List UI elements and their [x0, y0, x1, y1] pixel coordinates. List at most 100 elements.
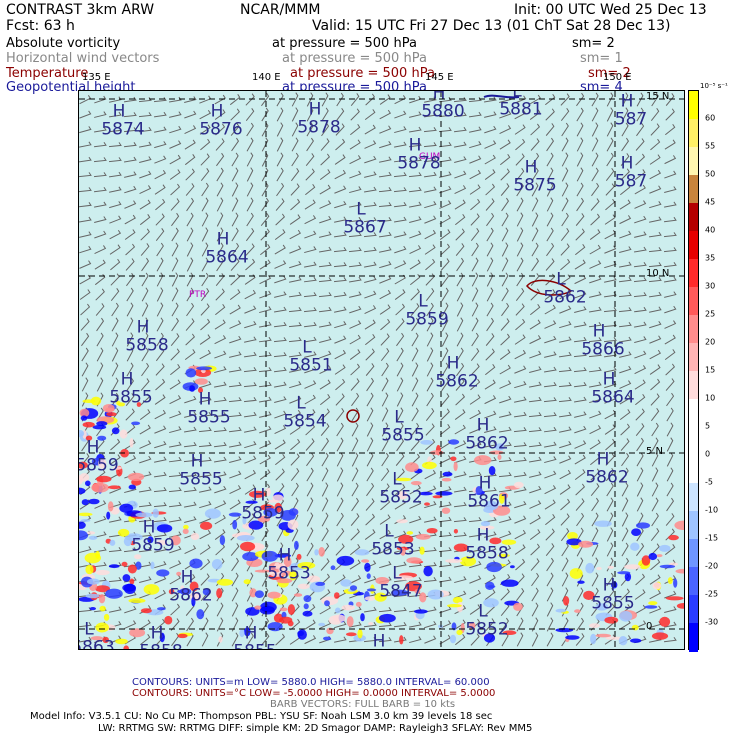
- vorticity-blob: [574, 609, 581, 613]
- wind-barb: [574, 275, 587, 285]
- wind-barb: [79, 546, 92, 554]
- wind-barb: [650, 123, 660, 136]
- wind-barb: [440, 243, 451, 256]
- wind-barb: [261, 197, 269, 212]
- wind-barb: [530, 138, 540, 151]
- wind-barb: [409, 245, 422, 255]
- wind-barb: [123, 142, 137, 148]
- wind-barb: [198, 457, 212, 463]
- wind-barb: [604, 409, 617, 420]
- wind-barb: [96, 377, 104, 392]
- height-center-marker: H: [198, 389, 212, 410]
- wind-barb: [153, 502, 167, 508]
- wind-barb: [604, 380, 617, 389]
- wind-barb: [319, 336, 332, 344]
- wind-barb: [260, 633, 270, 646]
- wind-barb: [138, 112, 152, 118]
- wind-barb: [560, 498, 571, 511]
- vorticity-blob: [618, 636, 628, 646]
- wind-barb: [409, 216, 422, 224]
- wind-barb: [81, 347, 89, 362]
- wind-barb: [411, 347, 419, 362]
- vorticity-blob: [80, 415, 88, 421]
- wind-barb: [288, 307, 302, 313]
- wind-barb: [484, 169, 496, 180]
- wind-barb: [276, 122, 284, 137]
- wind-barb: [666, 482, 674, 497]
- vorticity-blob: [168, 588, 175, 595]
- wind-barb: [394, 499, 406, 510]
- colorbar-unit: 10⁻⁵ s⁻¹: [700, 82, 728, 90]
- wind-barb: [274, 244, 286, 255]
- wind-barb: [394, 231, 407, 238]
- wind-barb: [171, 287, 179, 302]
- wind-barb: [321, 122, 330, 137]
- wind-barb: [574, 290, 587, 299]
- colorbar-level-label: -30: [705, 617, 719, 627]
- vorticity-blob: [177, 633, 188, 639]
- vorticity-blob: [555, 608, 567, 613]
- wind-barb: [290, 198, 301, 211]
- wind-barb: [214, 500, 227, 509]
- vorticity-blob: [79, 512, 93, 517]
- vorticity-blob: [648, 601, 658, 606]
- vorticity-blob: [79, 430, 85, 437]
- wind-barb: [546, 152, 554, 167]
- wind-barb: [486, 227, 494, 242]
- vorticity-blob: [652, 582, 662, 590]
- vorticity-blob: [303, 603, 309, 610]
- model-info-line2: LW: RRTMG SW: RRTMG DIFF: simple KM: 2D …: [98, 723, 533, 734]
- wind-barb: [546, 167, 554, 182]
- height-center-marker: L: [296, 393, 306, 414]
- wind-barb: [471, 332, 479, 347]
- wind-barb: [559, 289, 572, 300]
- wind-barb: [649, 364, 661, 375]
- wind-barb: [606, 92, 614, 107]
- wind-barb: [380, 483, 390, 496]
- wind-barb: [259, 306, 272, 314]
- wind-barb: [410, 288, 420, 301]
- wind-barb: [108, 157, 122, 163]
- wind-barb: [139, 185, 152, 195]
- vorticity-blob: [567, 532, 578, 540]
- wind-barb: [349, 334, 361, 345]
- map-graphics: [79, 91, 684, 649]
- wind-barb: [469, 604, 481, 615]
- vorticity-blob: [157, 607, 166, 611]
- wind-barb: [229, 289, 241, 301]
- wind-barb: [438, 127, 452, 133]
- wind-barb: [410, 453, 421, 466]
- wind-barb: [455, 633, 466, 646]
- wind-barb: [574, 306, 587, 314]
- vorticity-blob: [429, 450, 444, 455]
- wind-barb: [258, 367, 272, 373]
- wind-barb: [529, 335, 542, 345]
- wind-barb: [411, 377, 419, 392]
- wind-barb: [663, 216, 677, 223]
- wind-barb: [409, 500, 422, 509]
- wind-barb: [651, 437, 659, 452]
- wind-barb: [349, 201, 362, 208]
- wind-barb: [634, 604, 646, 615]
- wind-barb: [666, 497, 675, 512]
- wind-barb: [216, 602, 224, 617]
- wind-barb: [186, 242, 194, 257]
- vorticity-blob: [119, 429, 128, 439]
- vorticity-blob: [595, 633, 612, 638]
- wind-barb: [93, 561, 107, 568]
- wind-barb: [321, 437, 330, 452]
- wind-barb: [274, 410, 287, 419]
- height-value-label: 5878: [297, 117, 341, 138]
- wind-barb: [231, 572, 239, 587]
- wind-barb: [513, 427, 527, 433]
- wind-barb: [545, 513, 556, 526]
- colorbar-level-label: 15: [705, 365, 716, 375]
- wind-barb: [606, 152, 614, 167]
- wind-barb: [351, 422, 359, 437]
- vorticity-blob: [318, 622, 326, 627]
- vorticity-blob: [97, 435, 107, 441]
- vorticity-blob: [135, 561, 142, 570]
- wind-barb: [124, 455, 137, 465]
- wind-barb: [591, 107, 599, 122]
- wind-barb: [531, 227, 539, 242]
